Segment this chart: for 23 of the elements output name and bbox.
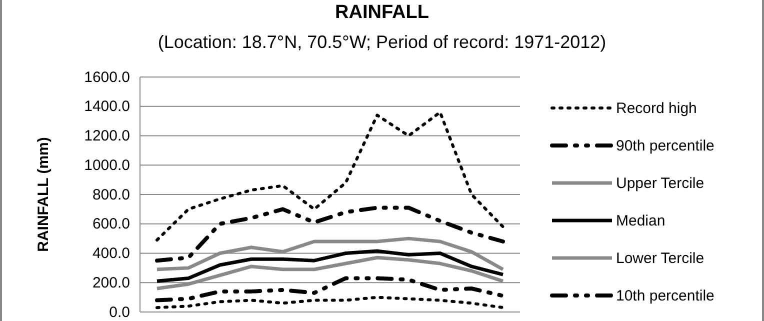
- y-tick-label: 200.0: [92, 274, 130, 292]
- legend-label: Median: [616, 212, 666, 230]
- chart-title: RAINFALL: [335, 2, 430, 23]
- line-series: [155, 276, 505, 302]
- legend-label: 10th percentile: [616, 288, 714, 304]
- legend-label: 90th percentile: [616, 138, 714, 154]
- y-tick-label: 600.0: [92, 216, 130, 233]
- y-tick-label: 1000.0: [84, 156, 130, 174]
- line-series: [155, 206, 505, 263]
- line-series: [155, 249, 505, 283]
- legend-label: Lower Tercile: [616, 250, 704, 267]
- line-series: [156, 296, 504, 310]
- y-tick-label: 800.0: [92, 186, 130, 204]
- y-tick-label: 400.0: [92, 245, 130, 262]
- y-tick-label: 1400.0: [84, 98, 130, 116]
- chart-subtitle: (Location: 18.7°N, 70.5°W; Period of record: 1971-2012): [158, 32, 606, 52]
- y-tick-label: 0.0: [109, 304, 130, 321]
- legend-label: Upper Tercile: [616, 175, 704, 192]
- y-axis-title: RAINFALL (mm): [35, 137, 52, 252]
- y-tick-label: 1600.0: [84, 68, 130, 86]
- y-tick-label: 1200.0: [84, 128, 130, 145]
- line-series: [156, 110, 504, 242]
- legend-label: Record high: [616, 100, 697, 117]
